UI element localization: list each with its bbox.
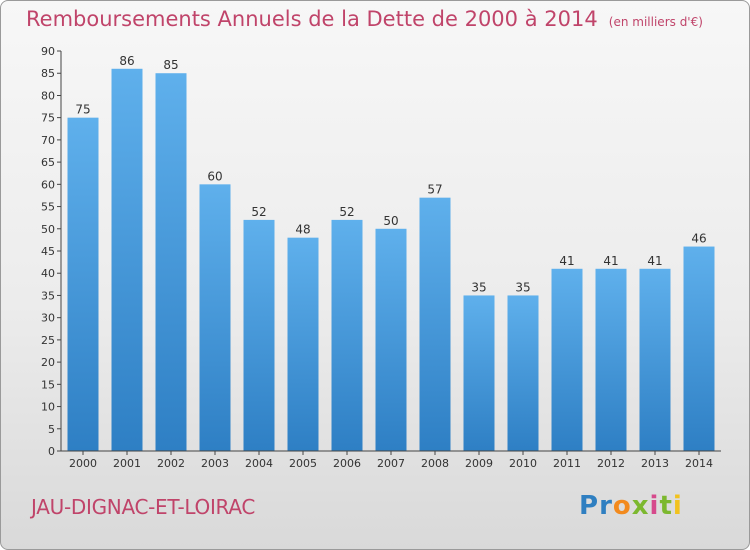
x-tick-label: 2012: [597, 457, 625, 470]
y-tick-label: 90: [41, 45, 55, 58]
x-tick-label: 2013: [641, 457, 669, 470]
y-tick-label: 5: [48, 423, 55, 436]
data-label: 35: [471, 280, 486, 294]
data-label: 41: [647, 254, 662, 268]
y-tick-label: 65: [41, 156, 55, 169]
bar-2005: [287, 237, 319, 451]
x-tick-label: 2006: [333, 457, 361, 470]
x-tick-label: 2008: [421, 457, 449, 470]
logo-letter: P: [579, 491, 600, 521]
y-tick-label: 70: [41, 134, 55, 147]
data-label: 35: [515, 280, 530, 294]
y-tick-label: 25: [41, 334, 55, 347]
x-axis: 2000 2001 2002 2003 2004 2005 2006 2007 2008 2009…: [61, 450, 721, 470]
x-tick-label: 2009: [465, 457, 493, 470]
bar-2008: [419, 197, 451, 451]
y-axis: 0 5 10 15 20 25 30 35 40 45 50 55 60 65 70 75 80 85 90: [41, 45, 62, 458]
y-tick-label: 30: [41, 312, 55, 325]
logo-letter: i: [672, 491, 683, 521]
logo-letter: t: [659, 491, 673, 521]
data-label: 86: [119, 54, 134, 68]
x-tick-label: 2003: [201, 457, 229, 470]
logo-letter: o: [612, 491, 632, 521]
bar-2012: [595, 268, 627, 451]
bar-2010: [507, 295, 539, 451]
bar-2004: [243, 219, 275, 451]
y-tick-label: 0: [48, 445, 55, 458]
bar-2003: [199, 184, 231, 452]
x-tick-label: 2014: [685, 457, 713, 470]
data-label: 50: [383, 214, 398, 228]
bar-2014: [683, 246, 715, 451]
y-tick-label: 55: [41, 201, 55, 214]
x-tick-label: 2010: [509, 457, 537, 470]
y-tick-label: 75: [41, 112, 55, 125]
data-label: 41: [603, 254, 618, 268]
y-tick-label: 10: [41, 401, 55, 414]
bar-2002: [155, 73, 187, 451]
logo-letter: i: [649, 491, 660, 521]
proxiti-logo: Proxiti: [579, 491, 683, 521]
data-label: 48: [295, 223, 310, 237]
chart-title: Remboursements Annuels de la Dette de 20…: [26, 7, 598, 31]
bar-2006: [331, 219, 363, 451]
y-tick-label: 85: [41, 67, 55, 80]
logo-letter: r: [599, 491, 613, 521]
chart-title-block: Remboursements Annuels de la Dette de 20…: [26, 7, 703, 31]
y-tick-label: 35: [41, 289, 55, 302]
bar-2007: [375, 228, 407, 451]
bars: 75 86 85 60 52 48 52 50 57 35 35 41 41 41 46: [67, 54, 715, 452]
y-tick-label: 15: [41, 378, 55, 391]
y-tick-label: 50: [41, 223, 55, 236]
data-label: 46: [691, 232, 706, 246]
bar-2001: [111, 68, 143, 452]
commune-name: JAU-DIGNAC-ET-LOIRAC: [31, 495, 256, 519]
bar-2013: [639, 268, 671, 451]
data-label: 52: [251, 205, 266, 219]
y-tick-label: 80: [41, 89, 55, 102]
x-tick-label: 2001: [113, 457, 141, 470]
y-tick-label: 40: [41, 267, 55, 280]
data-label: 41: [559, 254, 574, 268]
x-tick-label: 2002: [157, 457, 185, 470]
data-label: 75: [75, 103, 90, 117]
x-tick-label: 2000: [69, 457, 97, 470]
bar-2000: [67, 117, 99, 452]
x-tick-label: 2011: [553, 457, 581, 470]
y-tick-label: 45: [41, 245, 55, 258]
x-tick-label: 2004: [245, 457, 273, 470]
logo-letter: x: [631, 491, 650, 521]
x-tick-label: 2005: [289, 457, 317, 470]
chart-subtitle: (en milliers d'€): [608, 15, 703, 29]
data-label: 52: [339, 205, 354, 219]
data-label: 57: [427, 183, 442, 197]
x-tick-label: 2007: [377, 457, 405, 470]
y-tick-label: 60: [41, 178, 55, 191]
y-tick-label: 20: [41, 356, 55, 369]
data-label: 85: [163, 58, 178, 72]
bar-2009: [463, 295, 495, 451]
bar-2011: [551, 268, 583, 451]
data-label: 60: [207, 169, 222, 183]
